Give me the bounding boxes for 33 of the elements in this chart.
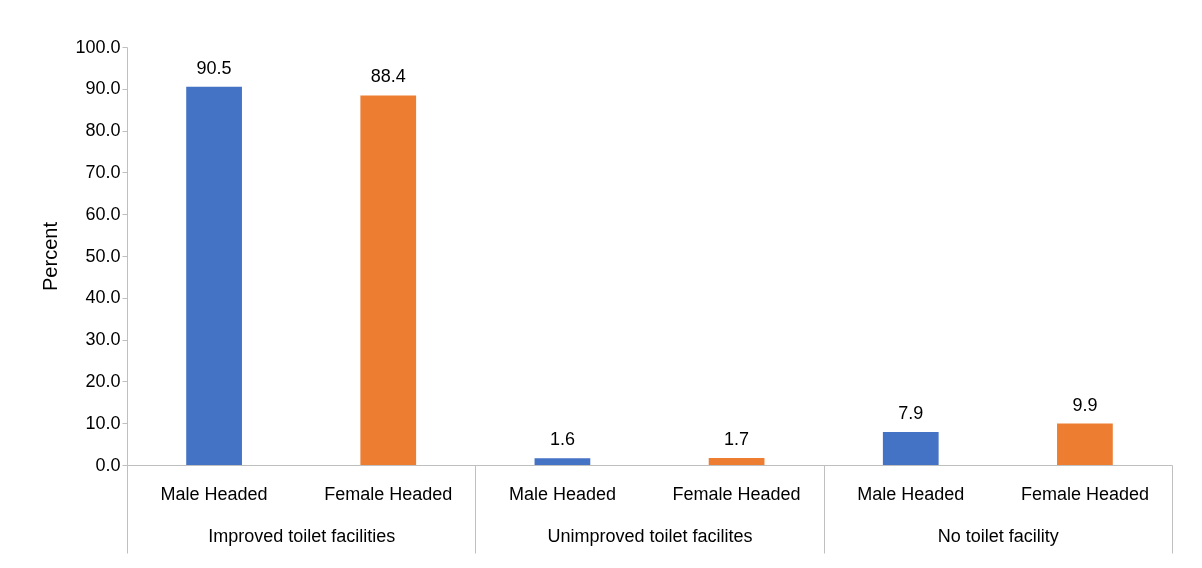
y-tick-label: 40.0 <box>85 287 121 308</box>
text: Female Headed <box>672 484 801 504</box>
bar <box>534 458 591 465</box>
data-label: 1.6 <box>549 429 575 450</box>
y-tick-label: 70.0 <box>85 161 121 182</box>
y-tick-label: 20.0 <box>85 370 121 391</box>
data-label: 7.9 <box>898 402 924 423</box>
y-axis-title: Percent <box>39 221 62 291</box>
data-label: 9.9 <box>1072 394 1098 415</box>
y-tick-label: 100.0 <box>75 36 121 57</box>
bar <box>186 86 242 465</box>
y-tick-label: 10.0 <box>85 412 121 433</box>
bar <box>360 95 417 465</box>
x-tick-label: Improved toilet facilities <box>208 525 396 546</box>
text: Male Headed <box>508 484 616 504</box>
text: Male Headed <box>857 484 965 504</box>
x-tick-label: Unimproved toilet facilites <box>547 525 753 546</box>
y-tick-label: 90.0 <box>85 78 121 99</box>
y-tick-label: 50.0 <box>85 245 121 266</box>
y-tick-label: 30.0 <box>85 329 121 350</box>
y-tick-label: 60.0 <box>85 203 121 224</box>
x-tick-label: No toilet facility <box>937 525 1059 546</box>
data-label: 90.5 <box>196 57 232 78</box>
series-label: Male Headed <box>160 484 268 504</box>
data-label: 88.4 <box>370 66 406 87</box>
text: Female Headed <box>1020 484 1149 504</box>
bar <box>708 457 765 465</box>
data-label: 1.7 <box>724 428 750 449</box>
y-tick-label: 80.0 <box>85 120 121 141</box>
y-tick-label: 0.0 <box>95 454 121 475</box>
bar <box>1057 423 1113 465</box>
bar <box>882 431 939 465</box>
series-label: Female Headed <box>324 484 453 504</box>
